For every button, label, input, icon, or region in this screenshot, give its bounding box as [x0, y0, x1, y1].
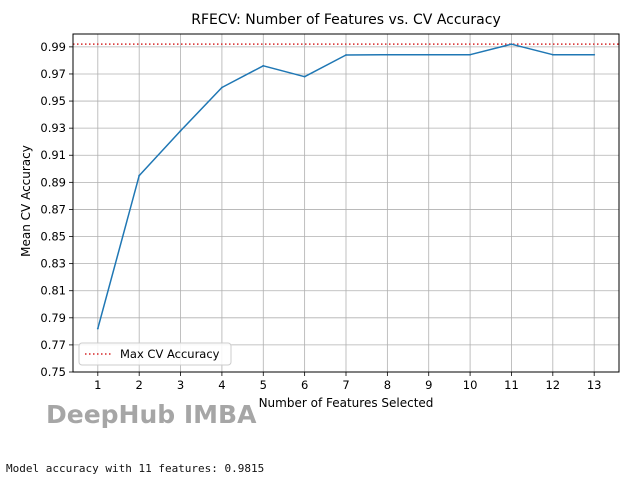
watermark-logo: DeepHub IMBA	[46, 400, 257, 429]
cv-accuracy-point	[386, 53, 389, 56]
x-tick-label: 12	[545, 378, 560, 392]
cv-accuracy-point	[179, 129, 182, 132]
x-tick-label: 1	[94, 378, 101, 392]
x-tick-label: 2	[136, 378, 143, 392]
y-tick-label: 0.81	[40, 284, 66, 298]
x-tick-label: 13	[587, 378, 602, 392]
cv-accuracy-point	[469, 53, 471, 56]
x-ticks: 1 2 3 4 5 6 7 8 9 10 11 12 13	[94, 372, 602, 392]
x-tick-label: 3	[177, 378, 184, 392]
x-tick-label: 8	[384, 378, 391, 392]
cv-accuracy-point	[96, 327, 99, 330]
x-tick-label: 5	[260, 378, 267, 392]
y-tick-label: 0.75	[40, 365, 66, 379]
cv-accuracy-point	[593, 53, 596, 56]
y-axis-label: Mean CV Accuracy	[19, 145, 33, 257]
y-ticks: 0.75 0.77 0.79 0.81 0.83 0.85 0.87 0.89 0.91 0.93…	[40, 40, 73, 379]
y-tick-label: 0.77	[40, 338, 66, 352]
console-output: Model accuracy with 11 features: 0.9815	[6, 462, 265, 475]
y-tick-label: 0.85	[40, 230, 66, 244]
cv-accuracy-point	[345, 54, 347, 56]
x-tick-label: 7	[342, 378, 349, 392]
x-tick-label: 6	[301, 378, 308, 392]
y-tick-label: 0.79	[40, 311, 66, 325]
y-tick-label: 0.83	[40, 257, 66, 271]
y-tick-label: 0.95	[40, 94, 66, 108]
legend-box	[78, 342, 232, 366]
grid-lines	[73, 34, 619, 373]
x-tick-label: 10	[463, 378, 478, 392]
x-tick-label: 9	[425, 378, 432, 392]
x-tick-label: 4	[218, 378, 225, 392]
legend-label: Max CV Accuracy	[120, 347, 220, 361]
chart-title: RFECV: Number of Features vs. CV Accurac…	[191, 12, 500, 28]
series-group	[96, 43, 596, 330]
y-tick-label: 0.87	[40, 202, 66, 216]
cv-accuracy-point	[551, 53, 554, 56]
cv-accuracy-point	[138, 174, 141, 177]
y-tick-label: 0.99	[40, 40, 66, 54]
y-tick-label: 0.97	[40, 67, 66, 81]
x-tick-label: 11	[504, 378, 519, 392]
cv-accuracy-point	[427, 53, 430, 56]
y-tick-label: 0.89	[40, 175, 66, 189]
y-tick-label: 0.93	[40, 121, 66, 135]
cv-accuracy-point	[262, 64, 265, 67]
cv-accuracy-point	[221, 86, 223, 89]
legend: Max CV Accuracy	[78, 342, 232, 366]
cv-accuracy-point	[510, 43, 513, 46]
x-axis-label: Number of Features Selected	[259, 396, 434, 410]
y-tick-label: 0.91	[40, 148, 66, 162]
cv-accuracy-point	[303, 75, 306, 78]
